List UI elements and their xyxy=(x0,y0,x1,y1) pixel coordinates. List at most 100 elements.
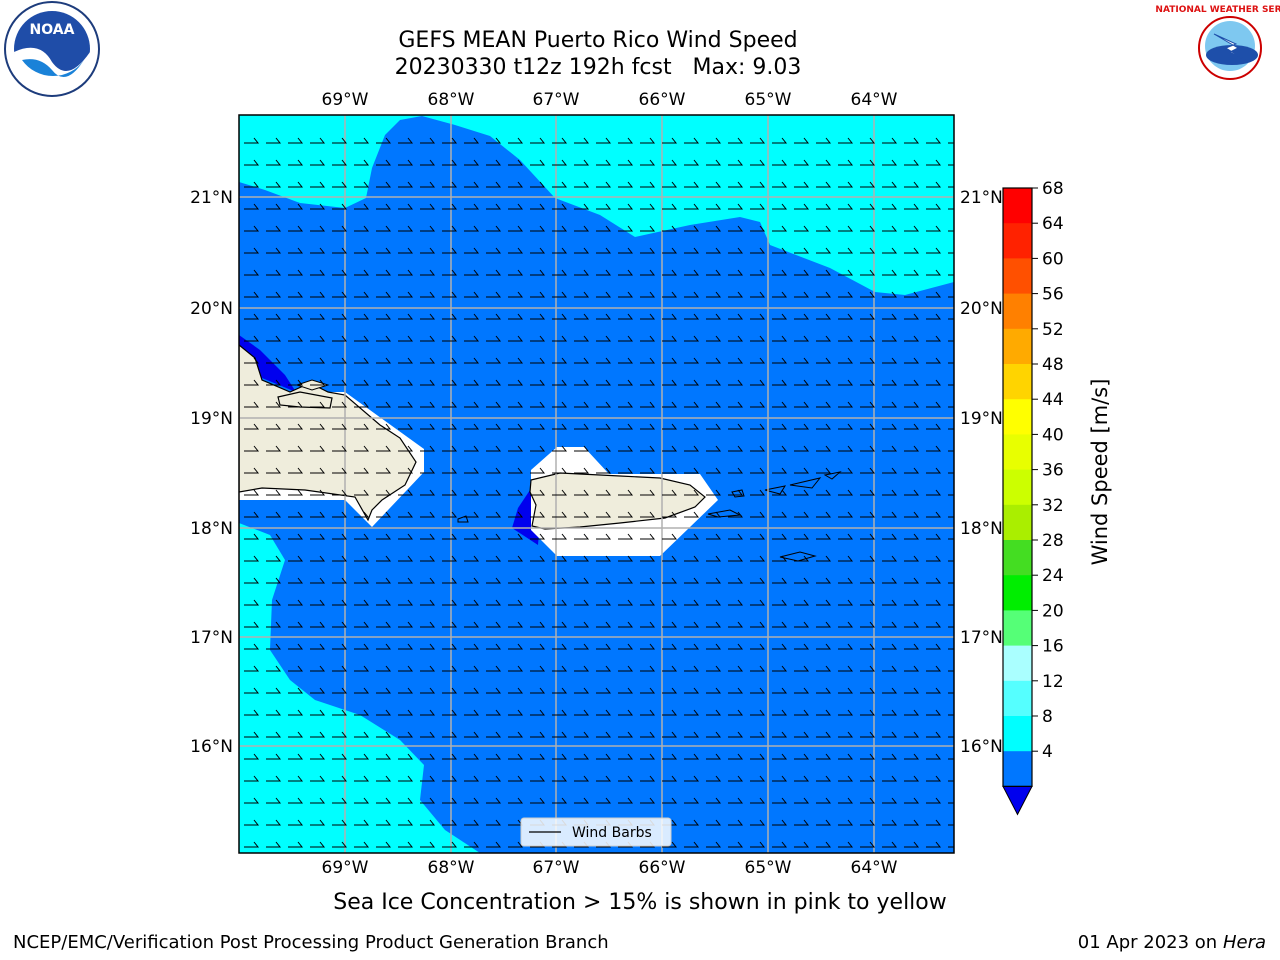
wind-barb xyxy=(376,511,392,518)
wind-barb xyxy=(464,291,480,298)
wind-barb xyxy=(486,731,502,738)
wind-barb xyxy=(640,423,656,430)
wind-barb xyxy=(904,731,920,738)
wind-barb xyxy=(926,819,942,826)
wind-barb xyxy=(728,533,744,540)
wind-barb xyxy=(508,555,524,562)
wind-barb xyxy=(596,599,612,606)
wind-barb xyxy=(838,247,854,254)
wind-barb xyxy=(574,511,590,518)
wind-barb xyxy=(860,467,876,474)
wind-barb xyxy=(596,467,612,474)
wind-barb xyxy=(882,401,898,408)
wind-barb xyxy=(706,335,722,342)
wind-barb xyxy=(882,159,898,166)
wind-barb xyxy=(882,555,898,562)
legend: Wind Barbs xyxy=(520,817,672,847)
wind-barb xyxy=(552,731,568,738)
wind-barb xyxy=(508,489,524,496)
wind-barb xyxy=(288,467,304,474)
wind-barb xyxy=(706,203,722,210)
wind-barb xyxy=(948,186,954,188)
lat-label-left: 21°N xyxy=(190,188,233,208)
wind-barb xyxy=(442,753,458,760)
wind-barb xyxy=(508,731,524,738)
wind-barb xyxy=(948,208,954,210)
wind-barb xyxy=(420,577,436,584)
wind-barb xyxy=(904,687,920,694)
wind-barb xyxy=(596,445,612,452)
wind-barb xyxy=(750,533,766,540)
wind-barb xyxy=(442,643,458,650)
wind-barb xyxy=(398,665,414,672)
wind-barb xyxy=(464,533,480,540)
wind-barb xyxy=(882,731,898,738)
wind-barb xyxy=(508,753,524,760)
wind-barb xyxy=(618,775,634,782)
wind-barb xyxy=(530,797,546,804)
wind-barb xyxy=(882,665,898,672)
wind-barb xyxy=(574,225,590,232)
wind-barb xyxy=(816,203,832,210)
wind-barb xyxy=(310,687,326,694)
wind-barb xyxy=(552,269,568,276)
wind-barb xyxy=(310,797,326,804)
wind-barb xyxy=(728,203,744,210)
wind-barb xyxy=(882,357,898,364)
wind-barb xyxy=(926,665,942,672)
wind-barb xyxy=(706,489,722,496)
wind-barb xyxy=(310,643,326,650)
wind-barb xyxy=(882,247,898,254)
wind-barb xyxy=(266,467,282,474)
wind-barb xyxy=(552,423,568,430)
wind-barb xyxy=(596,687,612,694)
wind-barb xyxy=(838,687,854,694)
wind-barb xyxy=(794,159,810,166)
wind-barb xyxy=(244,731,260,738)
wind-barb xyxy=(266,313,282,320)
wind-barb xyxy=(684,841,700,848)
footer-machine: Hera xyxy=(1222,932,1266,953)
wind-barb xyxy=(816,797,832,804)
wind-barb xyxy=(354,555,370,562)
lat-label-right: 21°N xyxy=(960,188,1003,208)
wind-barb xyxy=(684,269,700,276)
wind-barb xyxy=(860,819,876,826)
wind-barb xyxy=(530,335,546,342)
wind-barb xyxy=(398,555,414,562)
wind-barb xyxy=(552,335,568,342)
wind-barb xyxy=(332,137,348,144)
wind-barb xyxy=(486,379,502,386)
wind-barb xyxy=(464,687,480,694)
wind-barb xyxy=(772,401,788,408)
wind-barb xyxy=(354,401,370,408)
sea-ice-note: Sea Ice Concentration > 15% is shown in … xyxy=(333,890,947,915)
map-frame xyxy=(238,114,955,854)
wind-barb xyxy=(508,533,524,540)
wind-barb xyxy=(376,665,392,672)
wind-barb xyxy=(442,247,458,254)
wind-barb xyxy=(860,753,876,760)
wind-barb xyxy=(706,467,722,474)
wind-barb xyxy=(508,797,524,804)
wind-barb xyxy=(376,797,392,804)
wind-barb xyxy=(838,401,854,408)
wind-barb xyxy=(530,665,546,672)
wind-barb xyxy=(244,181,260,188)
wind-barb xyxy=(530,467,546,474)
wind-barb xyxy=(772,181,788,188)
wind-barb xyxy=(816,137,832,144)
wind-barb xyxy=(816,511,832,518)
wind-barb xyxy=(442,203,458,210)
wind-barb xyxy=(464,269,480,276)
colorbar-segment xyxy=(1003,575,1032,611)
wind-barb xyxy=(772,577,788,584)
wind-barb xyxy=(376,489,392,496)
wind-barb xyxy=(684,797,700,804)
wind-barb xyxy=(508,181,524,188)
wind-barb xyxy=(552,511,568,518)
wind-barb xyxy=(706,555,722,562)
wind-barb xyxy=(376,775,392,782)
wind-barb xyxy=(860,489,876,496)
wind-barb xyxy=(904,379,920,386)
